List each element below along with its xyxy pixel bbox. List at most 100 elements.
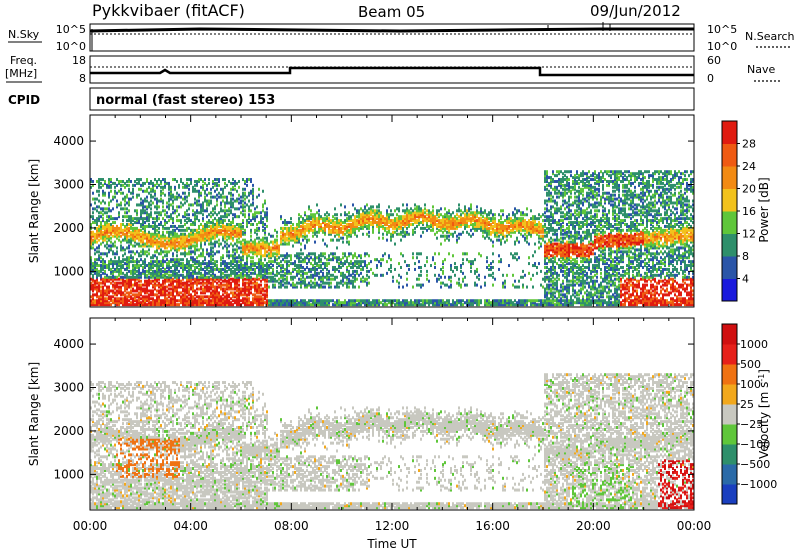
power-cell — [236, 295, 238, 299]
power-cell — [220, 217, 222, 221]
power-cell — [258, 260, 260, 264]
power-cell — [126, 283, 128, 287]
power-cell — [244, 201, 246, 205]
power-cell — [162, 201, 164, 205]
power-cell — [216, 295, 218, 299]
power-cell — [292, 267, 294, 271]
power-cell — [100, 264, 102, 268]
power-cell — [214, 295, 216, 299]
power-cell — [188, 178, 190, 182]
power-cell — [154, 178, 156, 182]
power-cell — [148, 264, 150, 268]
power-cell — [144, 197, 146, 201]
power-cell — [130, 297, 132, 301]
power-cell — [126, 234, 128, 238]
power-cell — [424, 207, 426, 211]
power-cell — [108, 287, 110, 291]
power-cell — [224, 213, 226, 217]
power-cell — [172, 207, 174, 211]
power-cell — [206, 209, 208, 213]
power-cell — [160, 285, 162, 289]
power-cell — [204, 262, 206, 266]
power-cell — [226, 285, 228, 289]
power-cell — [150, 264, 152, 268]
power-cell — [112, 291, 114, 295]
power-cell — [120, 299, 122, 303]
power-cell — [422, 299, 424, 303]
power-cell — [350, 252, 352, 256]
power-cell — [276, 269, 278, 273]
power-cell — [166, 258, 168, 262]
power-cell — [214, 252, 216, 256]
power-cell — [232, 269, 234, 273]
power-cell — [102, 209, 104, 213]
power-cell — [314, 262, 316, 266]
power-cell — [258, 264, 260, 268]
power-cell — [272, 252, 274, 256]
power-cell — [118, 203, 120, 207]
power-cell — [276, 240, 278, 244]
power-cell — [160, 185, 162, 189]
power-cell — [344, 273, 346, 277]
power-cell — [316, 281, 318, 285]
power-cell — [148, 232, 150, 236]
power-cell — [226, 297, 228, 301]
power-cell — [202, 234, 204, 238]
power-cell — [264, 215, 266, 219]
power-cell — [104, 277, 106, 281]
power-cell — [204, 240, 206, 244]
power-cell — [250, 179, 252, 183]
power-cell — [296, 228, 298, 232]
power-cell — [110, 189, 112, 193]
power-cell — [194, 262, 196, 266]
power-cell — [196, 215, 198, 219]
power-cell — [394, 303, 396, 307]
power-cell — [268, 303, 270, 307]
power-cell — [272, 254, 274, 258]
power-cell — [240, 299, 242, 303]
power-cell — [128, 279, 130, 283]
power-cell — [158, 230, 160, 234]
power-cell — [130, 240, 132, 244]
power-cell — [108, 178, 110, 182]
power-cell — [110, 258, 112, 262]
power-cell — [306, 238, 308, 242]
power-cell — [284, 234, 286, 238]
power-cell — [98, 193, 100, 197]
power-cell — [310, 279, 312, 283]
power-cell — [106, 230, 108, 234]
power-cell — [254, 279, 256, 283]
power-cell — [200, 185, 202, 189]
power-cell — [394, 230, 396, 234]
power-cell — [446, 234, 448, 238]
power-cell — [176, 303, 178, 307]
power-cell — [138, 303, 140, 307]
power-cell — [310, 273, 312, 277]
power-cell — [138, 287, 140, 291]
power-cell — [202, 279, 204, 283]
power-cell — [90, 277, 92, 281]
power-cell — [226, 262, 228, 266]
power-cell — [224, 287, 226, 291]
power-cell — [240, 211, 242, 215]
power-cell — [324, 252, 326, 256]
power-cell — [120, 248, 122, 252]
power-cell — [266, 275, 268, 279]
power-cell — [180, 236, 182, 240]
power-cell — [118, 289, 120, 293]
power-cell — [298, 258, 300, 262]
power-cell — [126, 246, 128, 250]
power-cell — [362, 299, 364, 303]
power-cell — [180, 179, 182, 183]
power-cell — [154, 183, 156, 187]
power-cell — [92, 232, 94, 236]
power-cell — [154, 205, 156, 209]
power-cell — [414, 203, 416, 207]
power-cell — [192, 264, 194, 268]
power-cell — [266, 299, 268, 303]
power-cell — [114, 256, 116, 260]
power-cell — [106, 273, 108, 277]
power-cell — [142, 301, 144, 305]
power-cell — [214, 262, 216, 266]
power-cell — [294, 264, 296, 268]
